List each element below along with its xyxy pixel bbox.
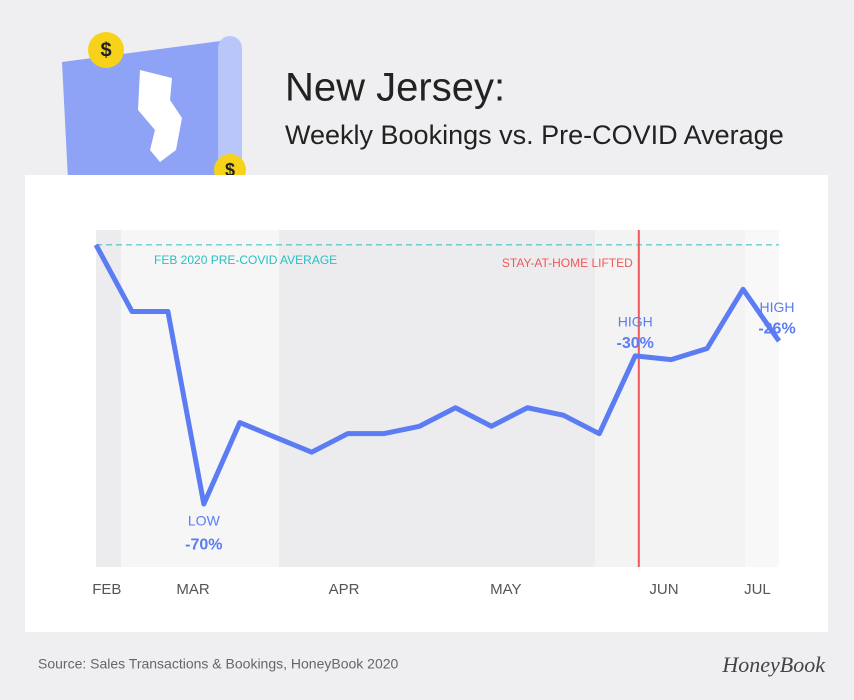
x-tick-label: MAR <box>176 581 210 598</box>
source: Source: Sales Transactions & Bookings, H… <box>38 656 399 672</box>
band <box>279 230 595 567</box>
map-icon: $ $ <box>55 32 255 189</box>
value-label: -30% <box>617 335 654 352</box>
x-tick-label: JUN <box>649 581 678 598</box>
series-line <box>93 243 782 507</box>
annotation: LOW <box>188 513 221 529</box>
band <box>595 230 745 567</box>
chart-title: New Jersey: <box>285 66 505 110</box>
band <box>121 230 279 567</box>
annotation: HIGH <box>760 299 795 315</box>
svg-text:$: $ <box>100 39 111 61</box>
x-tick-label: MAY <box>490 581 521 598</box>
reference-label: FEB 2020 PRE-COVID AVERAGE <box>154 253 337 267</box>
chart-subtitle: Weekly Bookings vs. Pre-COVID Average <box>285 120 784 150</box>
x-tick-label: JUL <box>744 581 771 598</box>
value-label: -26% <box>758 320 795 337</box>
value-label: -70% <box>185 536 222 553</box>
band <box>745 230 779 567</box>
annotation: HIGH <box>618 314 653 330</box>
brand: HoneyBook <box>721 652 826 677</box>
svg-text:$: $ <box>225 160 235 180</box>
x-tick-label: APR <box>329 581 360 598</box>
event-label: STAY-AT-HOME LIFTED <box>502 256 633 270</box>
x-tick-label: FEB <box>92 581 121 598</box>
